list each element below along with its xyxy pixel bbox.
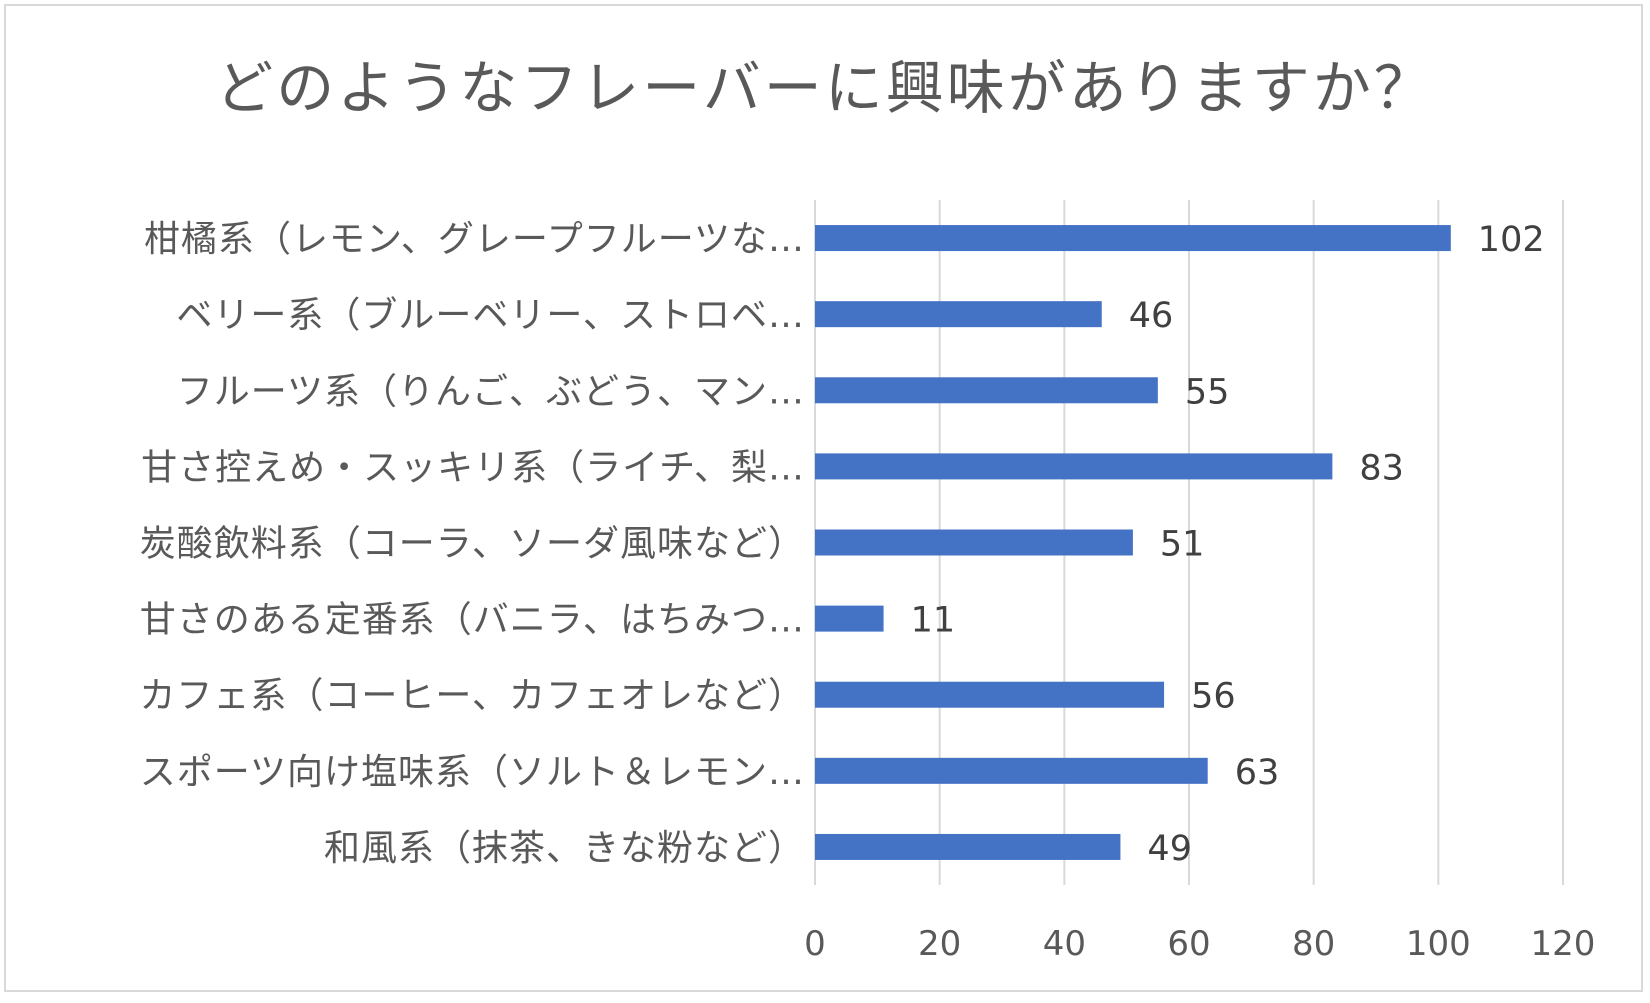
category-label-6: カフェ系（コーヒー、カフェオレなど） bbox=[139, 676, 805, 717]
data-label-6: 56 bbox=[1191, 677, 1236, 717]
category-label-3: 甘さ控えめ・スッキリ系（ライチ、梨… bbox=[141, 447, 805, 488]
bar-6 bbox=[815, 681, 1165, 708]
bar-8 bbox=[815, 833, 1121, 860]
x-axis-ticks: 0 20 40 60 80 100 120 bbox=[804, 924, 1595, 964]
x-tick-label-0: 0 bbox=[804, 924, 826, 964]
x-tick-label-20: 20 bbox=[918, 924, 961, 964]
x-tick-label-60: 60 bbox=[1167, 924, 1210, 964]
data-label-0: 102 bbox=[1478, 220, 1545, 260]
bar-3 bbox=[815, 453, 1333, 480]
category-labels: 柑橘系（レモン、グレープフルーツな… ベリー系（ブルーベリー、ストロベ… フルーツ系… bbox=[139, 219, 805, 869]
category-label-1: ベリー系（ブルーベリー、ストロベ… bbox=[176, 295, 805, 336]
chart-frame bbox=[4, 4, 1643, 992]
data-label-7: 63 bbox=[1235, 753, 1280, 793]
chart-title: どのようなフレーバーに興味がありますか？ bbox=[215, 54, 1434, 122]
data-label-3: 83 bbox=[1359, 448, 1404, 488]
category-label-0: 柑橘系（レモン、グレープフルーツな… bbox=[144, 219, 805, 260]
data-label-1: 46 bbox=[1129, 296, 1174, 336]
data-labels: 102 46 55 83 51 11 56 63 49 bbox=[911, 220, 1545, 869]
data-label-4: 51 bbox=[1160, 525, 1205, 565]
data-label-5: 11 bbox=[911, 601, 956, 641]
category-label-7: スポーツ向け塩味系（ソルト＆レモン… bbox=[140, 752, 805, 793]
bar-4 bbox=[815, 529, 1133, 556]
bar-1 bbox=[815, 301, 1102, 328]
category-label-2: フルーツ系（りんご、ぶどう、マン… bbox=[177, 371, 805, 412]
bar-layer bbox=[815, 225, 1451, 860]
x-tick-label-120: 120 bbox=[1531, 924, 1596, 964]
data-label-2: 55 bbox=[1185, 372, 1230, 412]
bar-2 bbox=[815, 377, 1158, 404]
x-tick-label-100: 100 bbox=[1406, 924, 1471, 964]
x-tick-label-80: 80 bbox=[1292, 924, 1335, 964]
bar-7 bbox=[815, 757, 1208, 784]
bar-0 bbox=[815, 225, 1451, 252]
category-label-8: 和風系（抹茶、きな粉など） bbox=[324, 828, 805, 869]
category-label-5: 甘さのある定番系（バニラ、はちみつ… bbox=[140, 600, 805, 641]
bar-5 bbox=[815, 605, 884, 632]
x-tick-label-40: 40 bbox=[1043, 924, 1086, 964]
data-label-8: 49 bbox=[1147, 829, 1192, 869]
category-label-4: 炭酸飲料系（コーラ、ソーダ風味など） bbox=[140, 524, 805, 565]
